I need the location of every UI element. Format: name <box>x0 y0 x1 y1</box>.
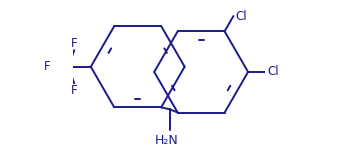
Text: F: F <box>71 37 77 50</box>
Text: H₂N: H₂N <box>154 134 178 147</box>
Text: Cl: Cl <box>267 65 279 78</box>
Text: F: F <box>71 84 77 97</box>
Text: Cl: Cl <box>235 10 247 23</box>
Text: F: F <box>44 60 51 73</box>
